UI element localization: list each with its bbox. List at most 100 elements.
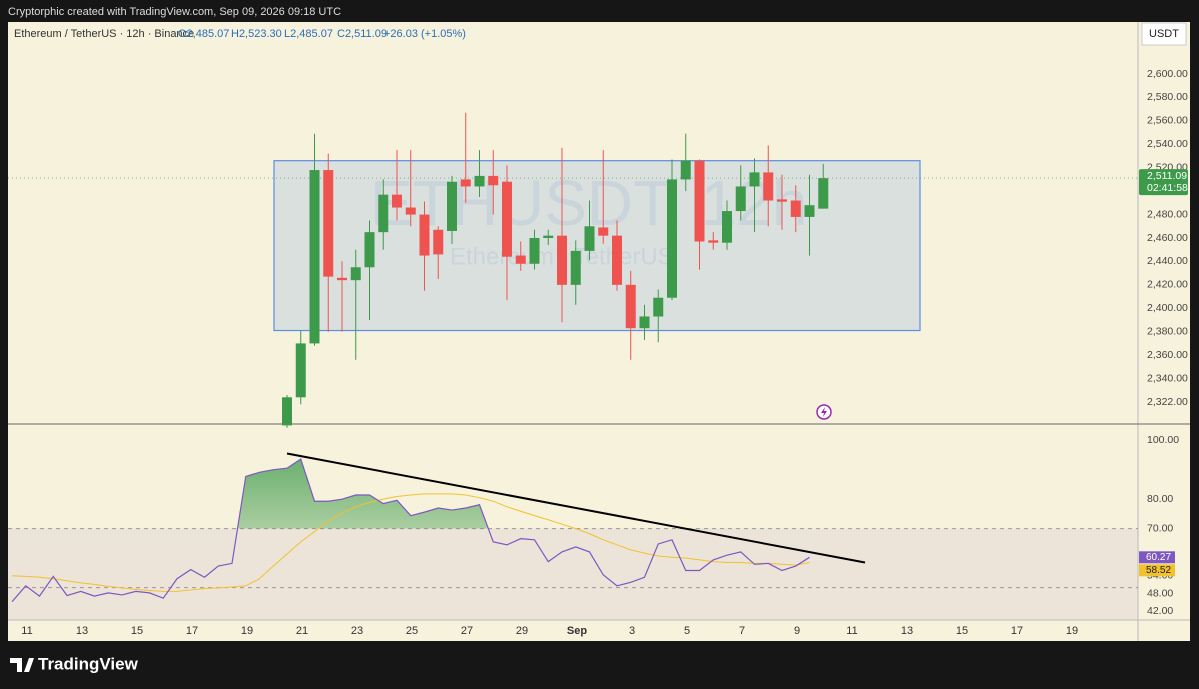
change-label: +26.03 (+1.05%)	[384, 28, 466, 40]
countdown: 02:41:58	[1147, 182, 1188, 194]
x-tick-label: 17	[186, 625, 198, 637]
y-tick-label: 48.00	[1147, 587, 1173, 599]
candle-body	[282, 397, 292, 426]
rsi-overbought-fill	[237, 459, 489, 529]
x-tick-label: 23	[351, 625, 363, 637]
x-tick-label: 13	[76, 625, 88, 637]
last-price-tag	[1139, 169, 1188, 196]
currency[interactable]: USDT	[1149, 28, 1179, 40]
candle-body	[419, 214, 430, 256]
candle-body	[722, 211, 732, 243]
y-tick-label: 80.00	[1147, 493, 1173, 505]
credit: Cryptorphic created with TradingView.com…	[8, 6, 341, 18]
y-tick-label: 2,400.00	[1147, 302, 1188, 314]
x-tick-label: 5	[684, 625, 690, 637]
candle-body	[749, 172, 760, 187]
value-badge	[1139, 551, 1175, 564]
event-bolt	[821, 407, 827, 417]
candle-body	[667, 179, 677, 298]
candle-body	[529, 237, 540, 264]
candle-body	[543, 235, 554, 238]
y-tick-label: 2,380.00	[1147, 325, 1188, 337]
x-tick-label: 17	[1011, 625, 1023, 637]
candle-body	[790, 200, 801, 217]
y-tick-label: 2,480.00	[1147, 208, 1188, 220]
rsi-ma-line	[11, 493, 810, 592]
x-tick-label: 19	[241, 625, 253, 637]
candle-body	[295, 343, 306, 398]
candle-body	[337, 277, 347, 281]
value-badge	[1139, 564, 1175, 577]
y-tick-label: 42.00	[1147, 605, 1173, 617]
candle-body	[570, 250, 581, 285]
candle-body	[653, 297, 664, 317]
x-tick-label: 15	[956, 625, 968, 637]
x-tick-label: 3	[629, 625, 635, 637]
symbol: Ethereum / TetherUS · 12h · Binance	[14, 28, 194, 40]
x-tick-label: 11	[21, 625, 32, 637]
candle-body	[612, 235, 622, 285]
candle-body	[804, 205, 815, 217]
x-tick-label: 25	[406, 625, 418, 637]
y-tick-label: 2,360.00	[1147, 349, 1188, 361]
candle-body	[323, 170, 334, 277]
candle-body	[350, 267, 361, 281]
x-tick-label: 29	[516, 625, 528, 637]
x-tick-label: 27	[461, 625, 473, 637]
x-tick-label: 7	[739, 625, 745, 637]
y-tick-label: 2,600.00	[1147, 68, 1188, 80]
y-tick-label: 2,540.00	[1147, 138, 1188, 150]
low-label: L2,485.07	[284, 28, 333, 40]
candle-body	[433, 229, 444, 255]
range-zone	[273, 160, 921, 332]
y-tick-label: 2,580.00	[1147, 91, 1188, 103]
y-tick-label: 100.00	[1147, 434, 1179, 446]
brand: TradingView	[38, 654, 139, 673]
candle-body	[474, 175, 485, 187]
rsi-band	[8, 528, 1138, 620]
x-tick-label: 15	[131, 625, 143, 637]
last-price: 2,511.09	[1147, 170, 1187, 182]
high-label: H2,523.30	[231, 28, 282, 40]
y-tick-label: 2,440.00	[1147, 255, 1188, 267]
open-label: O2,485.07	[178, 28, 229, 40]
candle-body	[488, 175, 499, 186]
x-tick-label: Sep	[567, 625, 587, 637]
y-tick-label: 70.00	[1147, 522, 1173, 534]
value-label: 60.27	[1146, 552, 1171, 563]
candle-body	[557, 235, 567, 285]
x-tick-label: 13	[901, 625, 913, 637]
candle-body	[598, 227, 609, 236]
candle-body	[639, 316, 650, 329]
candle-body	[460, 179, 471, 187]
close-label: C2,511.09	[337, 28, 387, 40]
candle-body	[680, 160, 691, 180]
y-tick-label: 2,560.00	[1147, 115, 1188, 127]
y-tick-label: 2,340.00	[1147, 372, 1188, 384]
x-tick-label: 21	[296, 625, 308, 637]
candle-body	[625, 284, 636, 329]
candle-body	[694, 160, 705, 242]
footer	[0, 641, 1199, 689]
candle-body	[405, 207, 416, 215]
candle-body	[392, 194, 402, 208]
x-tick-label: 19	[1066, 625, 1078, 637]
candle-body	[364, 232, 375, 268]
candle-body	[378, 194, 389, 233]
candle-body	[502, 181, 512, 257]
candle-body	[708, 240, 719, 243]
y-tick-label: 2,420.00	[1147, 279, 1188, 291]
trendline	[286, 452, 866, 564]
candle-body	[447, 181, 457, 231]
candle-body	[584, 226, 595, 251]
candle-body	[515, 255, 526, 264]
candle-body	[309, 170, 320, 344]
rsi-line	[11, 458, 810, 603]
candle-body	[818, 178, 829, 209]
y-tick-label: 2,460.00	[1147, 232, 1188, 244]
x-tick-label: 11	[846, 625, 857, 637]
currency-box[interactable]	[1141, 22, 1187, 46]
value-label: 58.52	[1146, 565, 1171, 576]
